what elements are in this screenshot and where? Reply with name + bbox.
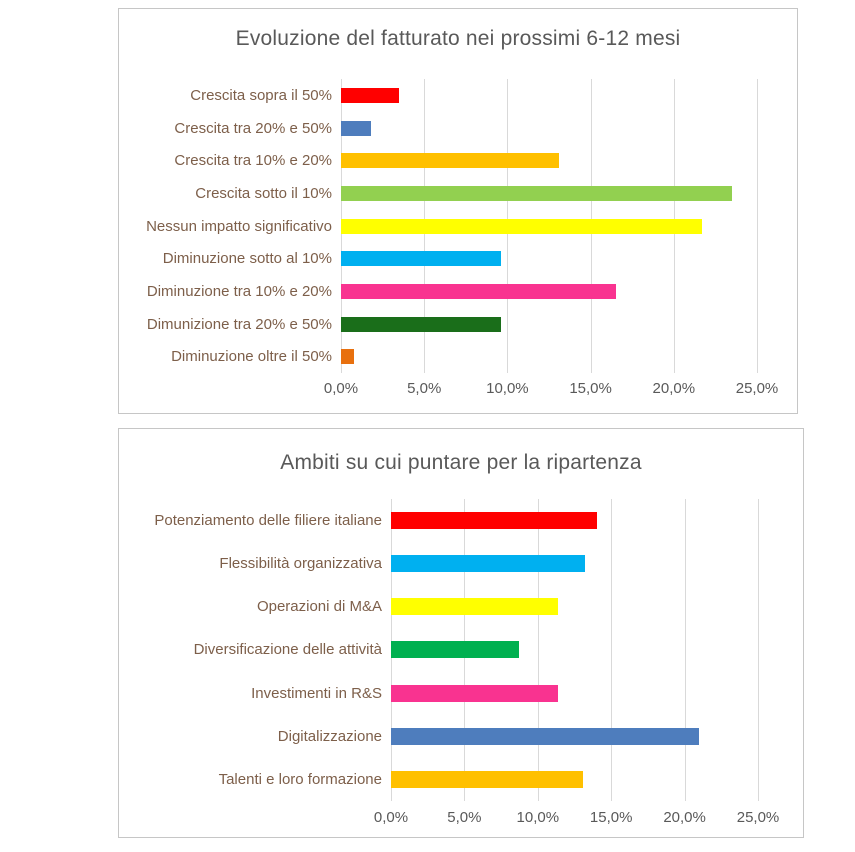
axis-spacer	[119, 380, 341, 400]
bar	[341, 218, 703, 234]
axis-spacer	[119, 809, 391, 829]
value-axis: 0,0% 5,0% 10,0% 15,0% 20,0% 25,0%	[324, 380, 778, 400]
bar-row	[341, 242, 757, 275]
bar	[341, 316, 501, 332]
gridline	[537, 499, 539, 801]
bar-row	[391, 715, 758, 758]
bar-series	[391, 499, 758, 801]
bar-row	[391, 499, 758, 542]
bar-row	[341, 177, 757, 210]
bar	[341, 283, 616, 299]
chart-restart-focus-areas: Ambiti su cui puntare per la ripartenza …	[118, 428, 804, 838]
gridline	[611, 499, 613, 801]
category-label: Diversificazione delle attività	[193, 641, 382, 659]
bar	[391, 727, 700, 745]
axis-tick-label: 10,0%	[516, 809, 560, 826]
category-label: Crescita tra 10% e 20%	[174, 152, 332, 170]
chart-revenue-evolution: Evoluzione del fatturato nei prossimi 6-…	[118, 8, 798, 414]
bar-row	[391, 628, 758, 671]
bar-row	[341, 79, 757, 112]
bar-row	[341, 112, 757, 145]
axis-tick-label: 10,0%	[486, 380, 529, 397]
gridline	[757, 79, 758, 373]
category-axis: Potenziamento delle filiere italiane Fles…	[119, 499, 391, 801]
bar	[341, 120, 371, 136]
bar	[391, 555, 585, 573]
axis-tick-label: 15,0%	[569, 380, 612, 397]
axis-tick-label: 25,0%	[735, 380, 779, 397]
gridline	[758, 499, 759, 801]
axis-tick-label: 15,0%	[589, 809, 633, 826]
bar-row	[341, 210, 757, 243]
bar-row	[341, 340, 757, 373]
bar-row	[341, 275, 757, 308]
category-label: Nessun impatto significativo	[146, 217, 332, 235]
category-label: Flessibilità organizzativa	[219, 555, 382, 573]
category-label: Dimunizione tra 20% e 50%	[146, 315, 332, 333]
axis-tick-label: 25,0%	[736, 809, 780, 826]
gridline	[684, 499, 686, 801]
category-label: Diminuzione sotto al 10%	[162, 250, 332, 268]
category-label: Crescita sopra il 50%	[190, 86, 332, 104]
axis-tick-label: 0,0%	[323, 380, 359, 397]
bar	[341, 153, 559, 169]
plot-area: Potenziamento delle filiere italiane Fles…	[119, 499, 803, 829]
category-label: Talenti e loro formazione	[218, 770, 382, 788]
bar-row	[391, 542, 758, 585]
bar-row	[391, 758, 758, 801]
axis-tick-label: 5,0%	[407, 380, 442, 397]
chart-title: Evoluzione del fatturato nei prossimi 6-…	[235, 27, 681, 50]
bar-series	[341, 79, 757, 373]
bar-plot	[341, 79, 758, 373]
bar-row	[391, 585, 758, 628]
plot-area: Crescita sopra il 50% Crescita tra 20% e …	[119, 79, 797, 400]
bar	[391, 598, 559, 616]
bar	[391, 770, 584, 788]
bar	[341, 87, 400, 103]
bar-row	[391, 672, 758, 715]
category-label: Digitalizzazione	[277, 727, 382, 745]
category-label: Potenziamento delle filiere italiane	[154, 512, 382, 530]
chart-title: Ambiti su cui puntare per la ripartenza	[280, 451, 642, 474]
category-label: Crescita sotto il 10%	[195, 184, 332, 202]
bar-row	[341, 144, 757, 177]
bar	[341, 349, 355, 365]
category-label: Diminuzione tra 10% e 20%	[146, 282, 332, 300]
axis-tick-label: 20,0%	[663, 809, 706, 826]
bar	[391, 512, 597, 530]
bar	[391, 684, 559, 702]
axis-tick-label: 0,0%	[373, 809, 409, 826]
bar-row	[341, 308, 757, 341]
bar	[341, 251, 501, 267]
bar	[391, 641, 519, 659]
bar	[341, 185, 733, 201]
axis-tick-label: 5,0%	[447, 809, 482, 826]
bar-plot	[391, 499, 759, 801]
axis-tick-label: 20,0%	[652, 380, 696, 397]
category-label: Diminuzione oltre il 50%	[171, 348, 332, 366]
value-axis: 0,0% 5,0% 10,0% 15,0% 20,0% 25,0%	[374, 809, 779, 829]
category-label: Operazioni di M&A	[256, 598, 382, 616]
category-axis: Crescita sopra il 50% Crescita tra 20% e …	[119, 79, 341, 373]
category-label: Crescita tra 20% e 50%	[174, 119, 332, 137]
category-label: Investimenti in R&S	[251, 684, 382, 702]
